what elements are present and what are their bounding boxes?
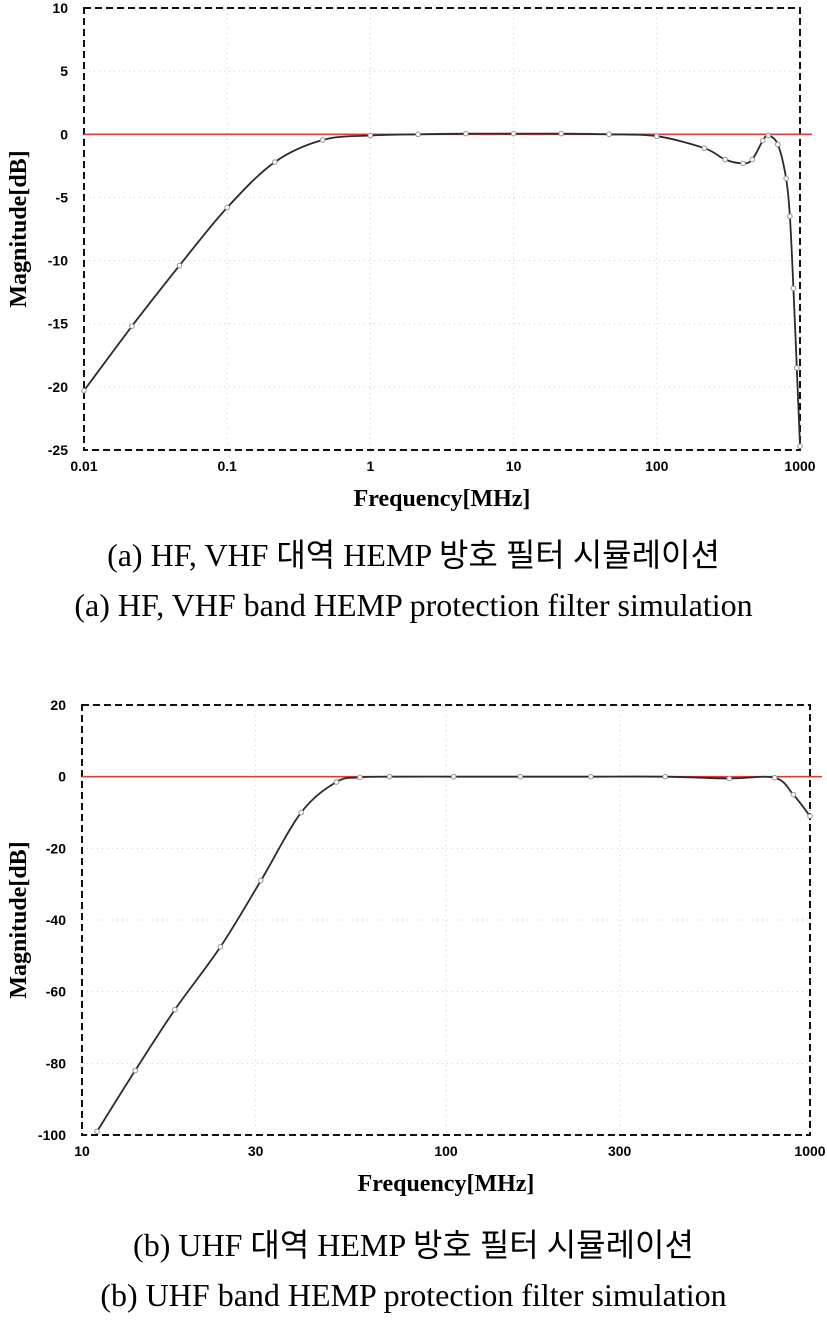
caption-b-korean: (b) UHF 대역 HEMP 방호 필터 시뮬레이션 (133, 1227, 694, 1263)
data-point-0 (81, 387, 87, 394)
x-tick-label-3: 300 (608, 1143, 632, 1159)
y-tick-label-5: -80 (46, 1055, 66, 1071)
series-line-0 (83, 132, 801, 447)
data-point-18 (765, 132, 771, 139)
data-point-14 (771, 774, 778, 781)
y-tick-label-3: -5 (56, 189, 69, 205)
series-line-0 (96, 775, 811, 1132)
plot-frame (83, 7, 801, 451)
data-point-15 (790, 791, 797, 798)
caption-a-korean: (a) HF, VHF 대역 HEMP 방호 필터 시뮬레이션 (107, 537, 720, 573)
data-point-6 (333, 779, 340, 785)
data-point-22 (790, 285, 797, 292)
data-point-9 (510, 130, 517, 137)
y-tick-label-6: -20 (48, 379, 68, 395)
chart-b: 10 30 100 300 1000 20 0 -20 -40 -60 -80 -100 Frequen… (6, 697, 826, 1197)
plot-frame (81, 704, 811, 1136)
data-point-8 (463, 130, 469, 137)
y-tick-label-0: 20 (50, 697, 66, 713)
data-point-6 (367, 132, 374, 139)
data-point-9 (450, 773, 457, 780)
data-point-14 (722, 156, 728, 163)
x-axis-label: Frequency[MHz] (358, 1171, 535, 1197)
data-point-10 (517, 773, 524, 780)
data-point-3 (224, 204, 230, 211)
data-point-1 (129, 323, 135, 329)
data-point-0 (94, 1128, 100, 1135)
y-tick-label-4: -10 (48, 253, 68, 269)
y-tick-label-1: 5 (60, 63, 68, 79)
data-point-23 (794, 365, 800, 371)
y-axis-label: Magnitude[dB] (6, 841, 32, 998)
data-point-11 (606, 131, 612, 138)
data-point-13 (726, 775, 732, 782)
data-point-2 (172, 1006, 178, 1013)
data-point-24 (797, 443, 803, 449)
chart-a: 0.01 0.1 1 10 100 1000 10 5 0 -5 -10 -15 -20 -25 Frequ… (6, 0, 816, 512)
data-point-16 (807, 813, 813, 819)
y-tick-label-2: 0 (60, 126, 68, 142)
y-axis-label: Magnitude[dB] (6, 150, 32, 307)
x-tick-label-3: 10 (506, 458, 522, 474)
caption-b-english: (b) UHF band HEMP protection filter simu… (100, 1277, 727, 1313)
x-tick-label-5: 1000 (784, 458, 815, 474)
data-point-3 (217, 944, 224, 950)
data-point-17 (760, 137, 766, 144)
y-tick-label-1: 0 (58, 769, 66, 785)
data-point-21 (787, 213, 793, 220)
x-tick-label-1: 0.1 (217, 458, 237, 474)
data-point-16 (749, 156, 755, 163)
y-tick-label-6: -100 (38, 1127, 66, 1143)
x-axis-label: Frequency[MHz] (354, 486, 531, 512)
y-tick-label-3: -40 (46, 912, 66, 928)
data-point-7 (415, 131, 421, 138)
data-point-5 (298, 809, 304, 816)
data-point-10 (558, 130, 564, 137)
caption-a-english: (a) HF, VHF band HEMP protection filter … (74, 587, 753, 623)
data-point-12 (662, 773, 668, 780)
data-point-19 (775, 141, 781, 148)
data-point-8 (386, 773, 393, 780)
data-point-7 (357, 774, 363, 781)
x-tick-label-0: 0.01 (70, 458, 97, 474)
y-tick-label-5: -15 (48, 316, 68, 332)
data-point-15 (740, 160, 746, 167)
data-point-5 (319, 137, 326, 143)
x-tick-label-2: 100 (434, 1143, 458, 1159)
x-tick-label-1: 30 (248, 1143, 264, 1159)
x-tick-label-2: 1 (367, 458, 375, 474)
data-point-12 (654, 133, 660, 139)
data-point-20 (783, 175, 789, 182)
data-point-1 (132, 1067, 138, 1074)
data-point-13 (701, 145, 708, 151)
x-tick-label-4: 1000 (794, 1143, 825, 1159)
y-tick-label-2: -20 (46, 840, 66, 856)
data-point-2 (176, 262, 183, 269)
x-tick-label-0: 10 (74, 1143, 90, 1159)
y-tick-label-7: -25 (48, 442, 68, 458)
y-tick-label-4: -60 (46, 984, 66, 1000)
data-point-4 (258, 877, 264, 884)
x-tick-label-4: 100 (645, 458, 669, 474)
data-point-4 (272, 159, 278, 165)
data-point-11 (588, 773, 594, 780)
y-tick-label-0: 10 (52, 0, 68, 16)
